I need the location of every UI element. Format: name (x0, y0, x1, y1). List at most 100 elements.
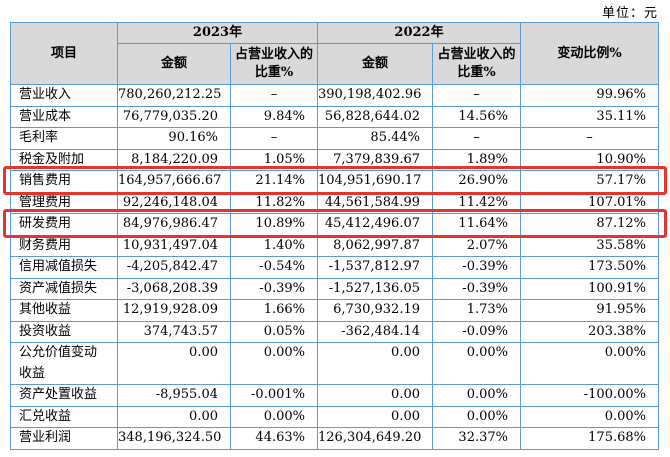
header-pct-2022: 占营业收入的比重% (432, 43, 521, 85)
cell-pct-2023: 9.84% (230, 105, 318, 128)
cell-pct-2023: -0.39% (230, 277, 318, 300)
cell-amount-2022: 56,828,644.02 (317, 105, 433, 128)
table-row: 信用减值损失 -4,205,842.47 -0.54% -1,537,812.9… (10, 256, 659, 279)
cell-pct-2022: 26.90% (432, 170, 521, 193)
cell-pct-2022: 2.07% (432, 234, 521, 257)
cell-pct-2022: 32.37% (432, 427, 521, 450)
cell-amount-2022: 0.00 (317, 405, 433, 428)
header-row-years: 项目 2023年 2022年 变动比例% (10, 22, 659, 85)
cell-amount-2023: 374,743.57 (117, 320, 231, 343)
cell-item: 管理费用 (10, 191, 118, 214)
table-row: 管理费用 92,246,148.04 11.82% 44,561,584.99 … (10, 191, 659, 214)
cell-item: 信用减值损失 (10, 256, 118, 279)
cell-item: 税金及附加 (10, 148, 118, 171)
cell-change-ratio: 0.00% (520, 342, 659, 385)
cell-amount-2023: 348,196,324.50 (117, 427, 231, 450)
cell-amount-2023: 8,184,220.09 (117, 148, 231, 171)
cell-amount-2023: 780,260,212.25 (117, 84, 231, 107)
cell-item: 其他收益 (10, 299, 118, 322)
cell-change-ratio: 10.90% (520, 148, 659, 171)
cell-pct-2023: 0.05% (230, 320, 318, 343)
cell-amount-2022: 44,561,584.99 (317, 191, 433, 214)
cell-amount-2022: 8,062,997.87 (317, 234, 433, 257)
cell-amount-2023: 92,246,148.04 (117, 191, 231, 214)
cell-change-ratio: – (520, 127, 659, 150)
cell-pct-2023: 1.40% (230, 234, 318, 257)
table-row: 资产减值损失 -3,068,208.39 -0.39% -1,527,136.0… (10, 277, 659, 300)
cell-change-ratio: 91.95% (520, 299, 659, 322)
cell-item: 投资收益 (10, 320, 118, 343)
cell-pct-2022: 11.42% (432, 191, 521, 214)
cell-pct-2023: 11.82% (230, 191, 318, 214)
cell-amount-2022: -1,527,136.05 (317, 277, 433, 300)
cell-amount-2022: 6,730,932.19 (317, 299, 433, 322)
cell-change-ratio: 0.00% (520, 405, 659, 428)
table-row: 毛利率 90.16% – 85.44% – – (10, 127, 659, 150)
cell-amount-2023: -8,955.04 (117, 384, 231, 407)
cell-amount-2023: 84,976,986.47 (117, 213, 231, 236)
cell-pct-2022: 11.64% (432, 213, 521, 236)
cell-change-ratio: 203.38% (520, 320, 659, 343)
table-row: 投资收益 374,743.57 0.05% -362,484.14 -0.09%… (10, 320, 659, 343)
cell-pct-2022: 0.00% (432, 342, 521, 385)
cell-pct-2023: 0.00% (230, 405, 318, 428)
cell-pct-2022: -0.39% (432, 256, 521, 279)
cell-amount-2023: -3,068,208.39 (117, 277, 231, 300)
cell-pct-2022: – (432, 127, 521, 150)
cell-amount-2023: -4,205,842.47 (117, 256, 231, 279)
cell-amount-2022: 7,379,839.67 (317, 148, 433, 171)
cell-amount-2023: 76,779,035.20 (117, 105, 231, 128)
cell-amount-2022: -362,484.14 (317, 320, 433, 343)
cell-item: 财务费用 (10, 234, 118, 257)
cell-pct-2022: 0.00% (432, 384, 521, 407)
cell-pct-2022: -0.39% (432, 277, 521, 300)
cell-change-ratio: 35.11% (520, 105, 659, 128)
header-row-measures: 金额 占营业收入的比重% 金额 占营业收入的比重% (11, 43, 659, 85)
table-row: 营业利润 348,196,324.50 44.63% 126,304,649.2… (10, 427, 659, 450)
table-body: 营业收入 780,260,212.25 – 390,198,402.96 – 9… (10, 84, 659, 450)
table-row: 研发费用 84,976,986.47 10.89% 45,412,496.07 … (10, 213, 659, 236)
header-item: 项目 (10, 22, 118, 85)
cell-pct-2023: 1.66% (230, 299, 318, 322)
cell-change-ratio: 173.50% (520, 256, 659, 279)
cell-pct-2022: 0.00% (432, 405, 521, 428)
header-amount-2022: 金额 (317, 43, 433, 85)
table-row: 其他收益 12,919,928.09 1.66% 6,730,932.19 1.… (10, 299, 659, 322)
table-row: 营业收入 780,260,212.25 – 390,198,402.96 – 9… (10, 84, 659, 107)
cell-pct-2022: -0.09% (432, 320, 521, 343)
cell-pct-2023: – (230, 84, 318, 107)
cell-pct-2022: – (432, 84, 521, 107)
table-row: 汇兑收益 0.00 0.00% 0.00 0.00% 0.00% (10, 405, 659, 428)
cell-pct-2022: 1.73% (432, 299, 521, 322)
cell-change-ratio: 175.68% (520, 427, 659, 450)
cell-item: 公允价值变动收益 (10, 342, 118, 385)
cell-amount-2022: 0.00 (317, 384, 433, 407)
header-year-2022: 2022年 (317, 22, 521, 44)
cell-change-ratio: 87.12% (520, 213, 659, 236)
financial-comparison-table: 项目 2023年 2022年 变动比例% 金额 占营业收入的比重% 金额 占营业… (10, 22, 659, 450)
cell-item: 营业成本 (10, 105, 118, 128)
cell-pct-2022: 1.89% (432, 148, 521, 171)
cell-amount-2023: 0.00 (117, 342, 231, 385)
cell-change-ratio: 100.91% (520, 277, 659, 300)
cell-amount-2022: 45,412,496.07 (317, 213, 433, 236)
cell-pct-2023: 10.89% (230, 213, 318, 236)
cell-amount-2023: 10,931,497.04 (117, 234, 231, 257)
cell-item: 研发费用 (10, 213, 118, 236)
cell-amount-2022: 390,198,402.96 (317, 84, 433, 107)
header-year-2023: 2023年 (117, 22, 318, 44)
cell-amount-2023: 0.00 (117, 405, 231, 428)
table-row: 销售费用 164,957,666.67 21.14% 104,951,690.1… (10, 170, 659, 193)
table-row: 营业成本 76,779,035.20 9.84% 56,828,644.02 1… (10, 105, 659, 128)
cell-item: 资产减值损失 (10, 277, 118, 300)
cell-pct-2023: – (230, 127, 318, 150)
cell-amount-2022: 85.44% (317, 127, 433, 150)
cell-pct-2023: 44.63% (230, 427, 318, 450)
cell-amount-2023: 164,957,666.67 (117, 170, 231, 193)
table-row: 公允价值变动收益 0.00 0.00% 0.00 0.00% 0.00% (10, 342, 659, 385)
cell-pct-2023: 0.00% (230, 342, 318, 385)
cell-pct-2023: -0.54% (230, 256, 318, 279)
header-pct-2023: 占营业收入的比重% (230, 43, 318, 85)
cell-amount-2022: 126,304,649.20 (317, 427, 433, 450)
cell-amount-2022: -1,537,812.97 (317, 256, 433, 279)
